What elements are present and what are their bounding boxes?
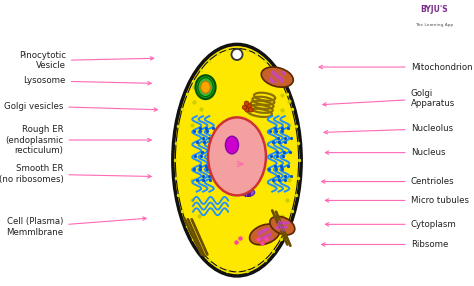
Text: Ribsome: Ribsome [321, 240, 448, 249]
Circle shape [248, 108, 253, 112]
Ellipse shape [249, 224, 280, 245]
Text: Cytoplasm: Cytoplasm [325, 220, 456, 229]
Text: Micro tubules: Micro tubules [325, 196, 469, 205]
Text: Mitochondrion: Mitochondrion [319, 63, 472, 72]
Text: Golgi
Apparatus: Golgi Apparatus [323, 89, 455, 108]
Ellipse shape [241, 188, 255, 196]
Text: Nucleus: Nucleus [325, 148, 445, 157]
Text: Golgi vesicles: Golgi vesicles [4, 102, 157, 111]
Ellipse shape [173, 44, 301, 276]
Text: Centrioles: Centrioles [321, 177, 454, 186]
Text: Cell (Plasma)
Memmlbrane: Cell (Plasma) Memmlbrane [6, 217, 146, 237]
Text: Smooth ER
(no ribosomes): Smooth ER (no ribosomes) [0, 164, 151, 184]
Ellipse shape [270, 216, 295, 235]
Text: Pinocytotic
Vesicle: Pinocytotic Vesicle [19, 51, 154, 70]
FancyBboxPatch shape [393, 3, 469, 31]
Text: Animal Cell: Animal Cell [7, 8, 112, 26]
Ellipse shape [261, 67, 293, 87]
Ellipse shape [241, 178, 255, 186]
Circle shape [247, 104, 251, 108]
Text: BYJU'S: BYJU'S [420, 5, 447, 14]
Ellipse shape [208, 117, 266, 195]
Text: Lysosome: Lysosome [24, 76, 151, 86]
Ellipse shape [195, 75, 216, 99]
Circle shape [231, 49, 243, 60]
Circle shape [244, 101, 249, 106]
Ellipse shape [201, 81, 210, 93]
Circle shape [245, 108, 249, 112]
Ellipse shape [198, 78, 213, 97]
Circle shape [242, 105, 247, 110]
Text: Nucleolus: Nucleolus [324, 124, 453, 134]
Ellipse shape [226, 136, 238, 154]
Text: The Learning App: The Learning App [415, 23, 453, 27]
Text: Rough ER
(endoplasmic
recticulum): Rough ER (endoplasmic recticulum) [5, 125, 151, 155]
